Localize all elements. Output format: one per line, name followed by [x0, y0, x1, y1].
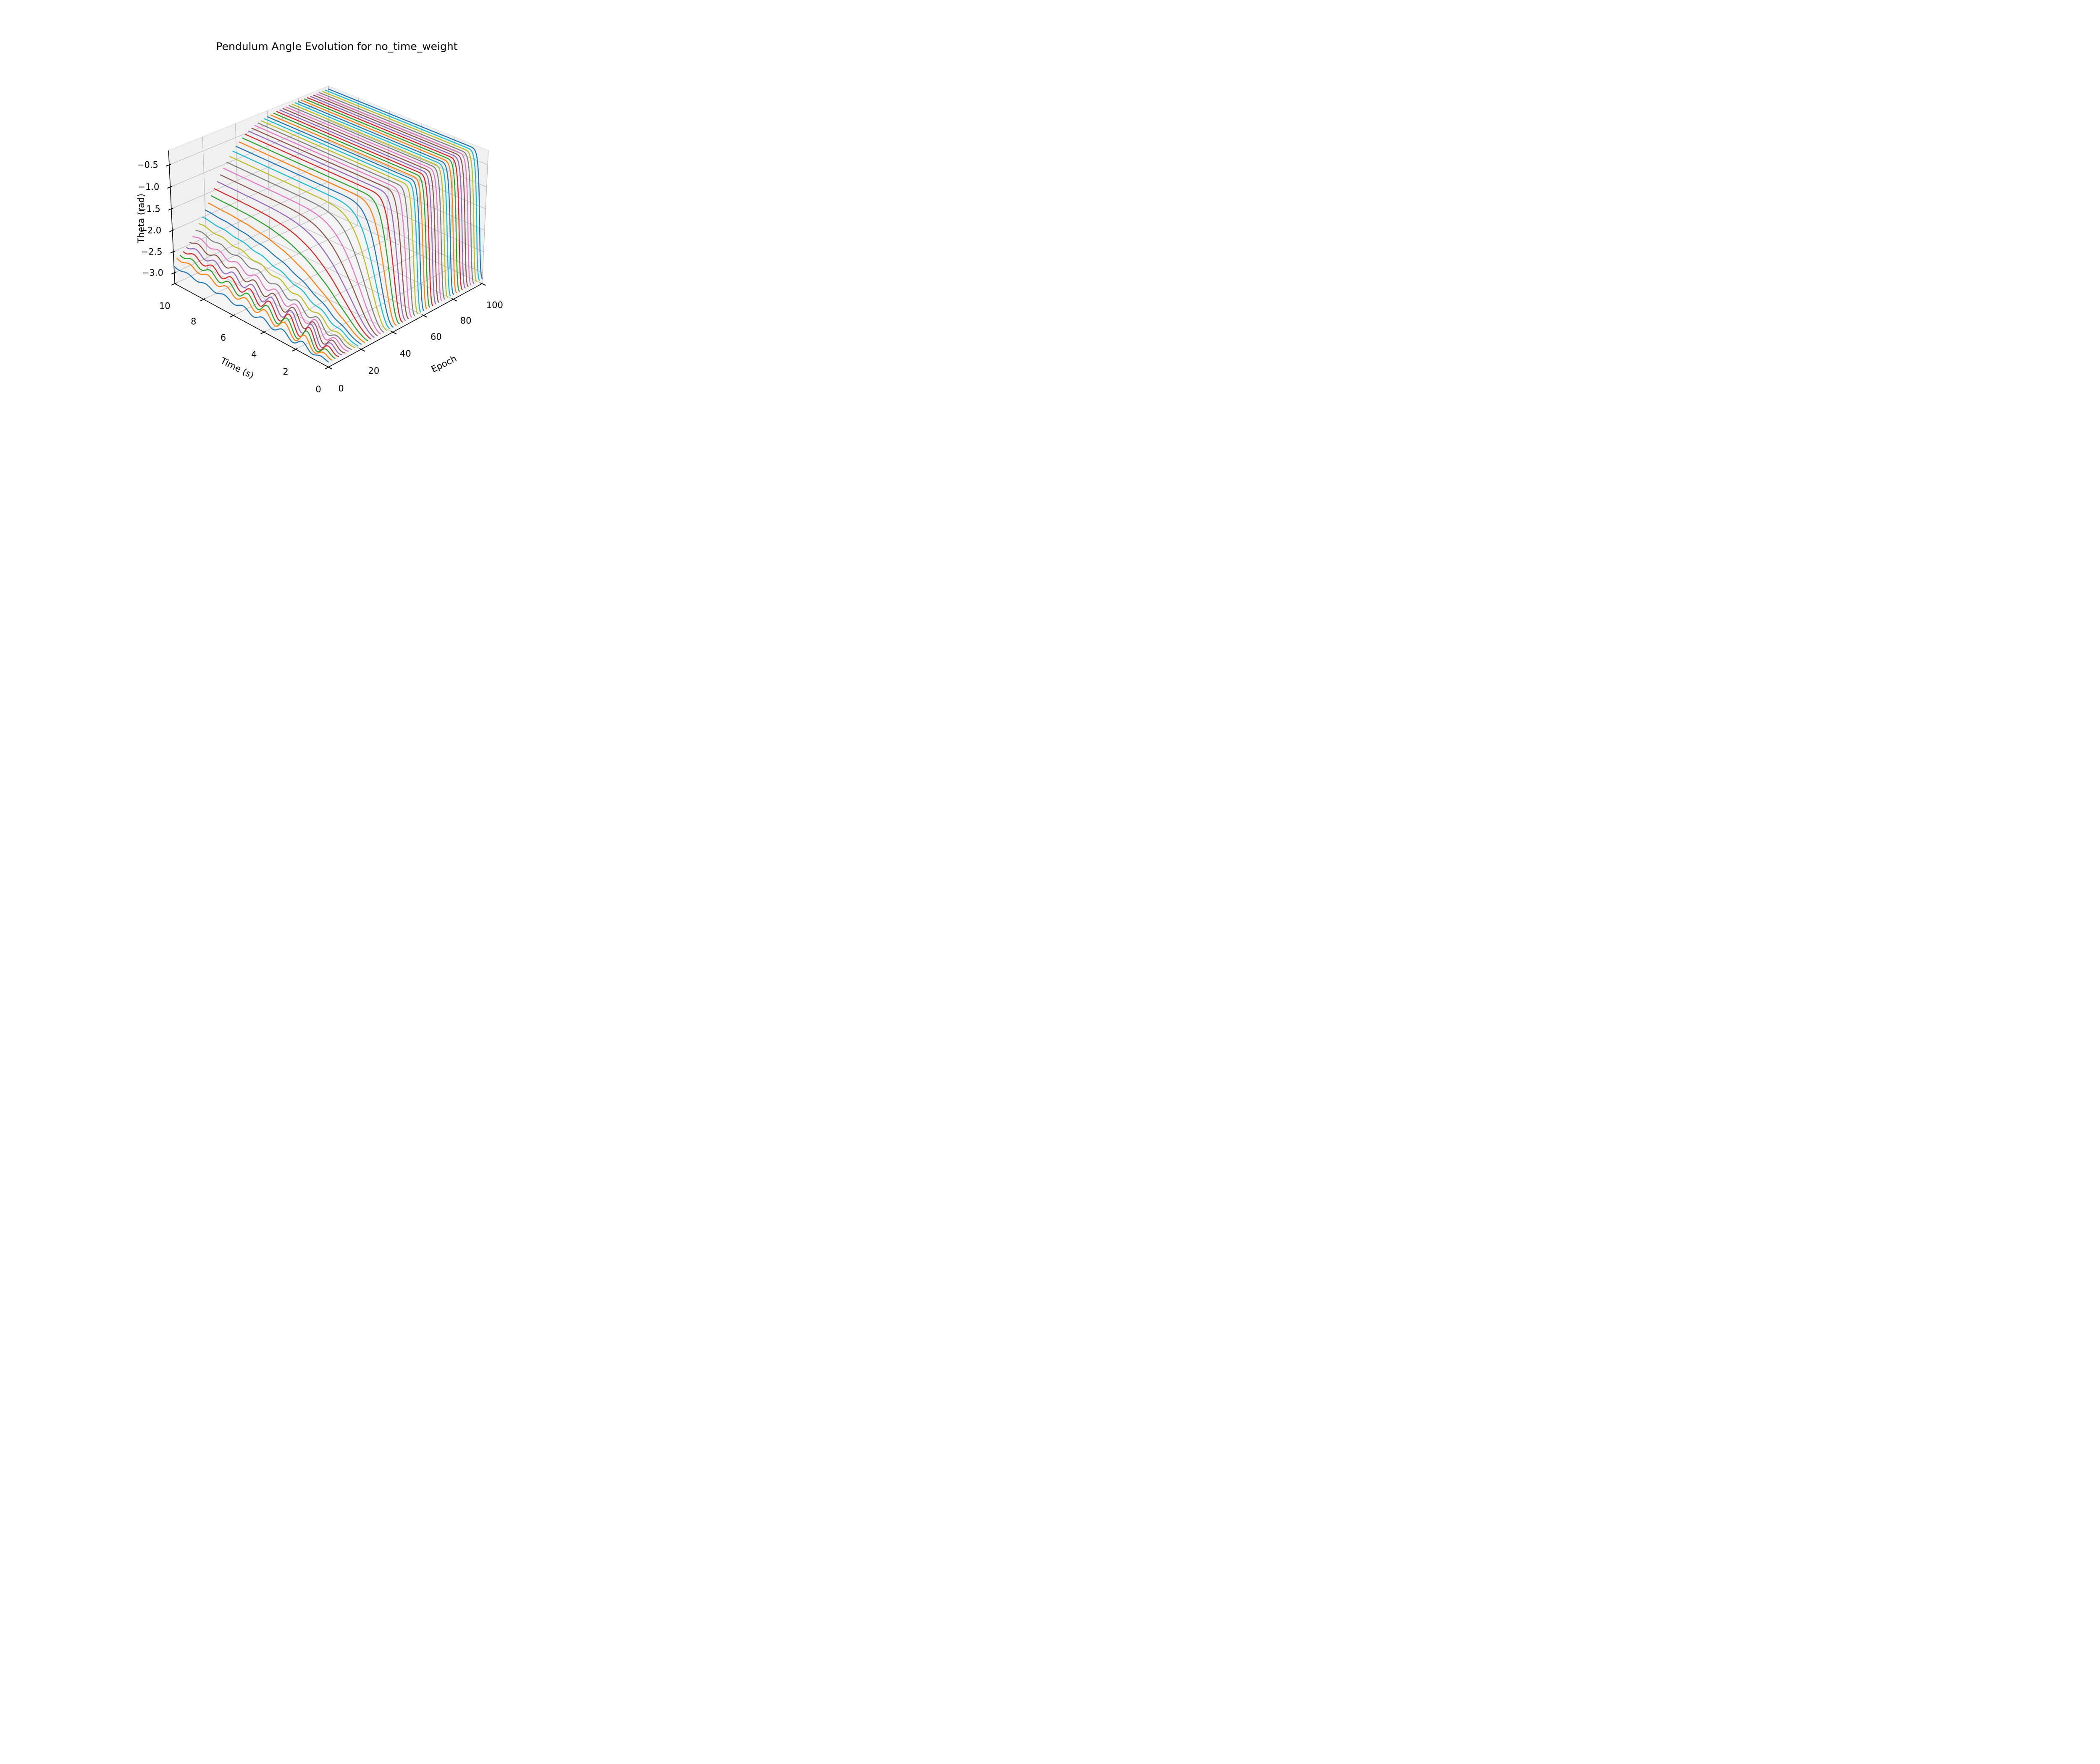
series-epoch-26 — [214, 188, 372, 340]
series-epoch-94 — [319, 92, 475, 284]
z-tick-label: −1.5 — [139, 204, 160, 214]
plot-3d-axes: 0 2 4 6 8 10 0 20 40 60 80 100 −3.0 −2.5 −2.0 −1.5 −1.0−… — [0, 0, 630, 441]
series-epoch-58 — [264, 118, 421, 313]
x-tick-label: 4 — [251, 349, 257, 360]
series-epoch-100 — [328, 88, 483, 279]
series-epoch-14 — [195, 230, 352, 350]
series-epoch-12 — [192, 236, 349, 352]
tick-marks — [166, 163, 486, 370]
series-epoch-84 — [304, 98, 460, 292]
series-epoch-28 — [217, 181, 375, 338]
x-tick-label: 0 — [315, 384, 321, 394]
series-epoch-22 — [207, 202, 365, 343]
y-tick-label: 60 — [430, 332, 442, 342]
series-epoch-60 — [267, 116, 424, 311]
series-epoch-52 — [254, 125, 412, 318]
series-epoch-2 — [176, 257, 333, 361]
figure: Pendulum Angle Evolution for no_time_wei… — [0, 0, 630, 441]
series-epoch-96 — [322, 91, 477, 283]
series-epoch-44 — [242, 137, 400, 324]
series-epoch-70 — [282, 108, 439, 303]
y-tick-label: 20 — [368, 366, 380, 376]
series-epoch-48 — [248, 131, 406, 321]
series-epoch-6 — [183, 251, 339, 357]
series-epoch-66 — [276, 111, 433, 306]
z-tick-label: −2.5 — [141, 247, 163, 257]
series-epoch-40 — [235, 146, 394, 328]
series-epoch-0 — [173, 265, 329, 362]
series-epoch-8 — [186, 247, 342, 355]
chart-title: Pendulum Angle Evolution for no_time_wei… — [216, 40, 458, 52]
z-axis-title: Theta (rad) — [136, 194, 146, 244]
series-epoch-30 — [220, 174, 378, 336]
y-tick-label: 40 — [400, 349, 411, 359]
x-axis-title: Time (s) — [219, 355, 256, 381]
x-tick-label: 6 — [220, 333, 226, 343]
series-epoch-24 — [211, 195, 368, 341]
series-epoch-98 — [325, 89, 480, 281]
series-epoch-68 — [279, 109, 436, 304]
z-tick-label: −3.0 — [142, 268, 163, 278]
z-axis-line — [168, 150, 176, 284]
series-epoch-72 — [286, 106, 442, 302]
series-epoch-78 — [295, 102, 451, 297]
series-epoch-34 — [226, 162, 384, 333]
series-epoch-18 — [202, 216, 359, 346]
series-epoch-82 — [301, 100, 457, 294]
series-epoch-42 — [239, 141, 397, 326]
series-epoch-64 — [273, 113, 430, 308]
axis-lines — [168, 150, 483, 368]
series-lines — [173, 88, 483, 362]
series-epoch-20 — [205, 210, 362, 345]
plot-svg: 0246810020406080100−3.0−2.5−2.0−1.5−1.0−… — [136, 85, 503, 395]
series-epoch-4 — [180, 255, 336, 359]
series-epoch-38 — [232, 150, 391, 329]
z-tick-label: −1.0 — [138, 182, 159, 192]
series-epoch-88 — [310, 96, 466, 289]
series-epoch-80 — [298, 101, 454, 295]
series-epoch-56 — [260, 120, 418, 315]
series-epoch-36 — [229, 156, 387, 331]
y-tick-label: 100 — [486, 300, 503, 310]
series-epoch-92 — [316, 93, 472, 286]
z-tick-label: −0.5 — [137, 160, 158, 170]
series-epoch-46 — [245, 134, 403, 323]
series-epoch-16 — [198, 223, 355, 349]
y-tick-label: 80 — [460, 316, 472, 326]
series-epoch-10 — [189, 242, 346, 354]
y-axis-line — [328, 283, 483, 368]
series-epoch-54 — [257, 122, 415, 316]
z-tick-label: −2.0 — [140, 226, 161, 236]
series-epoch-86 — [307, 97, 463, 290]
series-epoch-74 — [289, 105, 445, 300]
x-tick-label: 2 — [283, 367, 288, 377]
series-epoch-32 — [223, 168, 381, 334]
series-epoch-62 — [270, 114, 428, 310]
tick-labels: 0246810020406080100−3.0−2.5−2.0−1.5−1.0−… — [137, 160, 503, 395]
x-tick-label: 8 — [191, 317, 196, 327]
x-axis-line — [174, 283, 329, 368]
series-epoch-90 — [313, 94, 469, 287]
y-axis-title: Epoch — [430, 353, 458, 374]
series-epoch-50 — [251, 128, 409, 319]
x-tick-label: 10 — [159, 301, 171, 311]
y-tick-label: 0 — [338, 383, 344, 394]
series-epoch-76 — [291, 104, 448, 298]
